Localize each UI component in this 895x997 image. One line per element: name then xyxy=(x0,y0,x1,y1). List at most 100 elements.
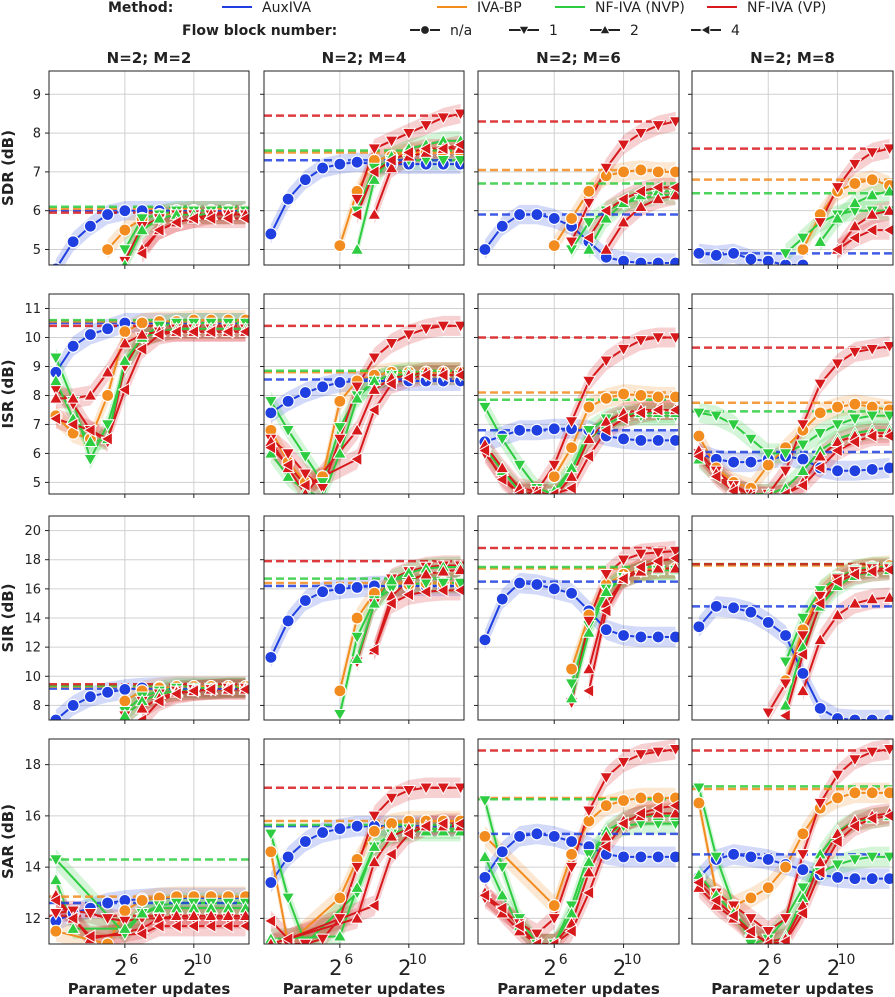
data-point xyxy=(564,236,579,250)
data-point xyxy=(599,211,614,224)
data-point xyxy=(83,690,97,704)
data-point xyxy=(812,865,826,880)
data-point xyxy=(264,650,278,664)
data-point xyxy=(864,222,878,238)
data-point xyxy=(495,845,509,859)
data-point xyxy=(152,222,165,238)
data-point xyxy=(865,786,879,800)
confidence-band xyxy=(588,548,676,702)
data-point xyxy=(117,335,133,349)
data-point xyxy=(384,847,397,862)
y-tick-label: 14 xyxy=(24,612,41,627)
data-point xyxy=(634,256,648,265)
confidence-band xyxy=(484,823,676,888)
confidence-band xyxy=(357,555,461,672)
data-point xyxy=(530,423,544,437)
data-point xyxy=(744,605,758,619)
data-point xyxy=(848,397,862,411)
legend-method-4: NF-IVA (VP) xyxy=(747,0,826,16)
data-point xyxy=(494,472,508,487)
data-point xyxy=(152,327,165,342)
data-point xyxy=(564,690,579,704)
data-point xyxy=(795,612,811,626)
data-point xyxy=(436,320,451,334)
data-point xyxy=(264,406,278,420)
data-point xyxy=(830,464,845,478)
data-point xyxy=(599,355,614,368)
data-point xyxy=(186,324,200,339)
data-point xyxy=(616,191,629,207)
data-point xyxy=(418,584,432,599)
data-point xyxy=(581,197,597,211)
plot-area xyxy=(478,327,679,494)
x-axis-label: Parameter updates xyxy=(497,980,660,997)
data-point xyxy=(332,433,348,447)
data-point xyxy=(581,242,597,255)
plot-area xyxy=(264,555,464,720)
data-point xyxy=(692,875,705,890)
data-point xyxy=(744,455,758,469)
x-tick-exponent: 10 xyxy=(624,952,642,968)
data-point xyxy=(813,378,828,392)
panel-frame xyxy=(691,738,894,945)
data-point xyxy=(726,847,741,861)
data-point xyxy=(350,819,364,833)
y-axis-label: SIR (dB) xyxy=(0,583,17,652)
data-point xyxy=(813,217,828,230)
data-point xyxy=(384,376,397,392)
data-point xyxy=(436,112,451,125)
data-point xyxy=(186,908,201,922)
data-point xyxy=(436,577,451,591)
data-point xyxy=(238,325,249,338)
data-point xyxy=(349,381,365,395)
data-point xyxy=(135,893,149,908)
confidence-band xyxy=(142,208,246,264)
confidence-band xyxy=(55,849,246,944)
data-point xyxy=(367,172,382,185)
plot-area xyxy=(692,336,893,494)
legend-flow-3: 2 xyxy=(630,23,639,39)
series-line xyxy=(55,899,246,938)
data-point xyxy=(65,391,81,404)
confidence-band xyxy=(55,869,246,939)
panel-frame xyxy=(263,293,465,495)
data-point xyxy=(761,615,775,629)
data-point xyxy=(778,934,791,944)
data-point xyxy=(169,686,182,701)
data-point xyxy=(634,163,648,177)
data-point xyxy=(865,713,879,720)
data-point xyxy=(564,416,579,429)
data-point xyxy=(49,373,64,387)
data-point xyxy=(436,583,449,598)
data-point xyxy=(349,651,365,665)
data-point xyxy=(281,192,295,206)
data-point xyxy=(418,367,432,383)
data-point xyxy=(813,797,828,811)
data-point xyxy=(581,615,597,629)
data-point xyxy=(761,458,775,472)
data-point xyxy=(726,419,741,432)
data-point xyxy=(301,486,310,494)
data-point xyxy=(280,931,294,944)
data-point xyxy=(796,452,810,466)
data-point xyxy=(418,566,434,580)
data-point xyxy=(582,400,596,414)
panel-r3-c4 xyxy=(688,515,894,724)
data-point xyxy=(118,694,132,708)
data-point xyxy=(221,211,234,226)
data-point xyxy=(795,683,811,697)
data-point xyxy=(847,754,863,767)
confidence-band xyxy=(820,138,890,233)
confidence-band xyxy=(270,575,461,668)
data-point xyxy=(101,207,115,222)
data-point xyxy=(865,187,880,201)
plot-area xyxy=(478,739,679,944)
panel-frame xyxy=(48,738,250,945)
data-point xyxy=(83,453,98,467)
data-point xyxy=(367,839,382,852)
data-point xyxy=(795,630,811,643)
data-point xyxy=(865,851,880,865)
data-point xyxy=(795,419,811,432)
panel-r1-c4: N=2; M=8 xyxy=(688,49,894,269)
data-point xyxy=(49,872,64,886)
